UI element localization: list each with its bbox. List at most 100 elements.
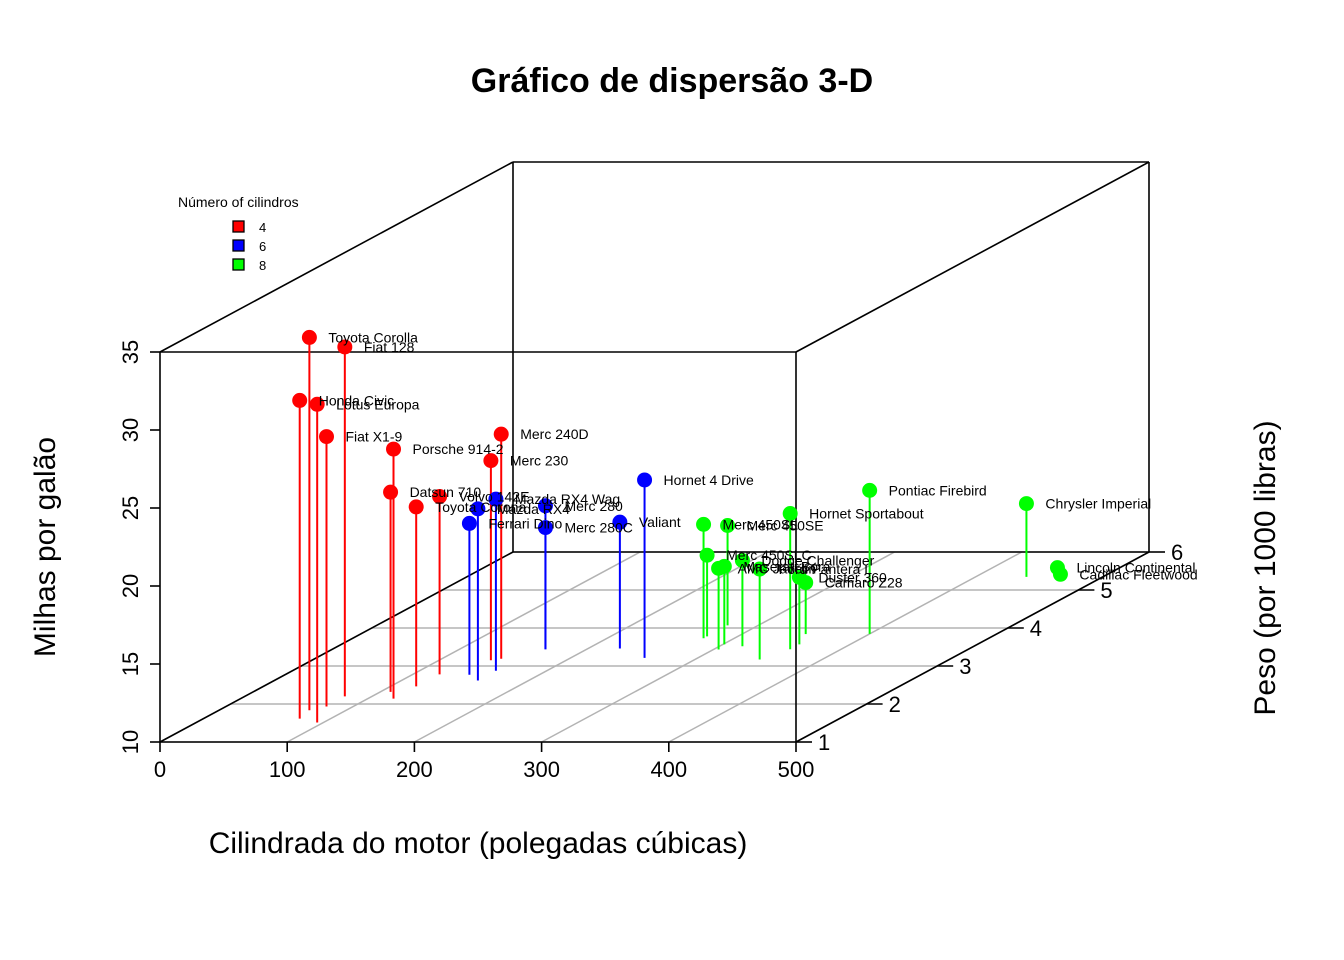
point-label: AMC Javelin: [738, 560, 817, 576]
axis-ticks: 0 100 200 300 400 500 10 15 20 25 30 35 1 2 3 4 5 6: [118, 340, 1183, 782]
point-label: Toyota Corona: [435, 499, 526, 515]
legend-label: 4: [259, 220, 266, 235]
point-label: Chrysler Imperial: [1045, 496, 1151, 512]
floor-grid: [159, 551, 1150, 743]
y-tick-label: 5: [1100, 578, 1112, 603]
grid-line-x: [668, 551, 1023, 743]
box-edge: [159, 161, 514, 353]
point-label: Dodge Challenger: [761, 552, 874, 568]
y-tick-label: 6: [1171, 540, 1183, 565]
data-point: [1018, 496, 1034, 512]
data-point: [720, 518, 736, 533]
legend-swatch: [232, 220, 245, 233]
data-point: [782, 506, 798, 522]
y-tick-label: 4: [1030, 616, 1042, 641]
point-label: Hornet 4 Drive: [664, 472, 754, 488]
point-labels: Datsun 710 Merc 240D Merc 230 Fiat 128 Honda…: [319, 329, 1198, 590]
point-label: Porsche 914-2: [413, 441, 504, 457]
x-tick-label: 300: [523, 757, 560, 782]
point-label: Honda Civic: [319, 392, 394, 408]
point-label: Lotus Europa: [336, 396, 419, 412]
point-label: Mazda RX4: [497, 501, 570, 517]
data-point: [483, 453, 499, 469]
data-point: [798, 575, 814, 591]
legend-swatch: [232, 258, 245, 271]
box-edge: [795, 161, 1150, 353]
data-point: [537, 498, 553, 514]
data-point: [461, 515, 477, 531]
point-label: Valiant: [639, 514, 681, 530]
data-point: [301, 329, 317, 345]
data-point: [470, 501, 486, 517]
point-label: Merc 450SLC: [726, 547, 812, 563]
point-label: Camaro Z28: [825, 575, 903, 591]
box-edge: [159, 551, 514, 743]
grid-line-x: [286, 551, 641, 743]
point-label: Merc 450SE: [747, 518, 824, 534]
point-label: Hornet Sportabout: [809, 506, 924, 522]
legend-title: Número of cilindros: [178, 194, 299, 210]
point-label: Merc 240D: [520, 426, 588, 442]
data-point: [488, 491, 504, 507]
point-label: Merc 280C: [564, 520, 632, 536]
data-point: [612, 514, 628, 530]
point-label: Merc 450SL: [723, 516, 799, 532]
point-label: Toyota Corolla: [328, 329, 418, 345]
grid-line-x: [414, 551, 768, 743]
y-tick-label: 1: [818, 730, 830, 755]
data-point: [432, 489, 448, 505]
point-label: Datsun 710: [410, 484, 482, 500]
point-label: Merc 280: [564, 498, 623, 514]
data-point: [337, 339, 353, 355]
data-point: [383, 484, 399, 500]
data-point: [537, 520, 553, 536]
z-axis-title: Milhas por galão: [29, 437, 62, 657]
point-label: Mazda RX4 Wag: [515, 491, 620, 507]
data-point: [716, 558, 732, 574]
data-point: [752, 561, 768, 577]
data-point: [696, 516, 712, 532]
box-edge: [795, 551, 1150, 743]
x-tick-label: 200: [396, 757, 433, 782]
plot-box: [159, 161, 1150, 743]
data-point: [1049, 560, 1065, 576]
data-point: [292, 392, 308, 408]
point-label: Duster 360: [818, 569, 887, 585]
data-point: [309, 396, 325, 412]
point-label: Ferrari Dino: [488, 515, 562, 531]
data-point: [734, 552, 750, 568]
data-point: [699, 547, 715, 563]
point-label: Volvo 142E: [459, 489, 530, 505]
chart-title: Gráfico de dispersão 3-D: [471, 62, 873, 100]
drop-lines: [298, 337, 1062, 723]
data-point: [862, 482, 878, 498]
point-label: Merc 230: [510, 453, 569, 469]
point-label: Lincoln Continental: [1076, 560, 1195, 576]
x-tick-label: 500: [778, 757, 815, 782]
legend-label: 6: [259, 239, 266, 254]
point-label: Pontiac Firebird: [889, 482, 987, 498]
legend-swatch: [232, 239, 245, 252]
data-point: [318, 429, 334, 445]
point-label: Fiat X1-9: [345, 429, 402, 445]
x-axis-title: Cilindrada do motor (polegadas cúbicas): [209, 827, 748, 860]
y-tick-label: 2: [889, 692, 901, 717]
x-tick-label: 400: [650, 757, 687, 782]
legend: Número of cilindros 4 6 8: [178, 194, 299, 273]
data-point: [493, 426, 509, 442]
point-label: Cadillac Fleetwood: [1079, 566, 1197, 582]
point-label: Ford Pantera L: [779, 561, 873, 577]
z-tick-label: 30: [118, 418, 143, 442]
z-tick-label: 20: [118, 574, 143, 598]
data-points: [292, 329, 1068, 591]
x-tick-label: 100: [269, 757, 306, 782]
z-tick-label: 15: [118, 652, 143, 676]
y-axis-title: Peso (por 1000 libras): [1249, 420, 1282, 715]
z-tick-label: 10: [118, 730, 143, 754]
data-point: [386, 441, 402, 457]
data-point: [637, 472, 653, 488]
legend-label: 8: [259, 258, 266, 273]
data-point: [408, 499, 424, 515]
y-tick-label: 3: [959, 654, 971, 679]
